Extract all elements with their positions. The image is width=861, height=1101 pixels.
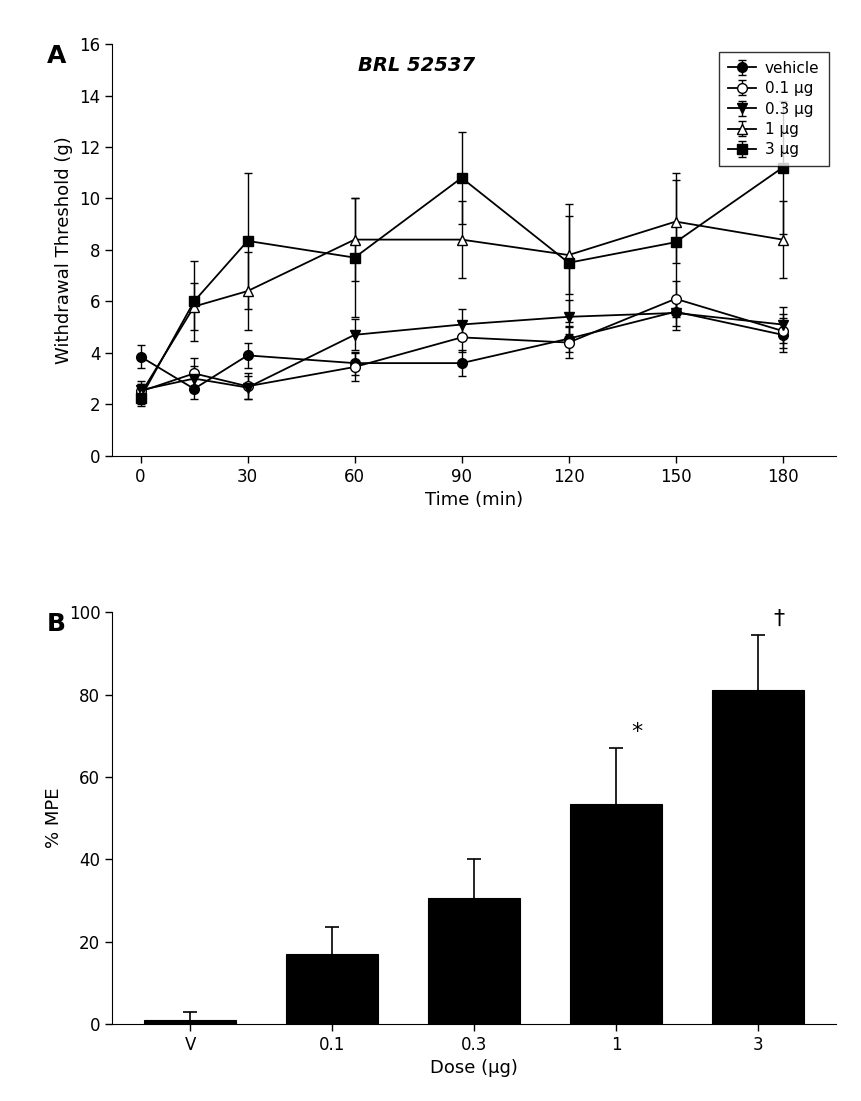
Text: *: * <box>631 722 642 742</box>
Text: BRL 52537: BRL 52537 <box>357 56 474 75</box>
Text: †: † <box>773 609 784 629</box>
Bar <box>427 898 520 1024</box>
Y-axis label: Withdrawal Threshold (g): Withdrawal Threshold (g) <box>55 137 73 363</box>
Y-axis label: % MPE: % MPE <box>45 788 63 849</box>
X-axis label: Time (min): Time (min) <box>424 491 523 509</box>
Bar <box>711 690 803 1024</box>
Text: B: B <box>46 612 65 636</box>
Bar <box>286 953 378 1024</box>
Legend: vehicle, 0.1 μg, 0.3 μg, 1 μg, 3 μg: vehicle, 0.1 μg, 0.3 μg, 1 μg, 3 μg <box>718 52 827 166</box>
Text: A: A <box>46 44 66 68</box>
Bar <box>144 1020 236 1024</box>
X-axis label: Dose (μg): Dose (μg) <box>430 1059 517 1077</box>
Bar <box>569 804 661 1024</box>
